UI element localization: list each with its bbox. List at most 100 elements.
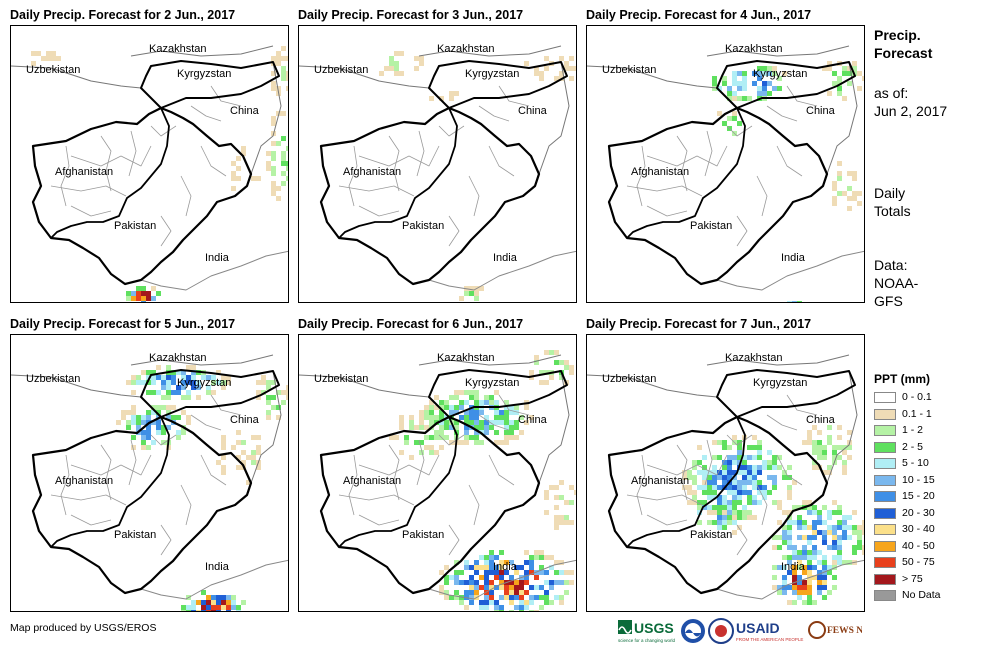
afghanistan-pakistan-border: [50, 416, 170, 548]
province-border: [478, 105, 510, 122]
data-label-3: GFS: [874, 293, 903, 309]
legend-swatch: [874, 441, 896, 453]
country-label-pakistan: Pakistan: [114, 220, 157, 232]
map-canvas: [11, 45, 288, 302]
province-border: [70, 454, 152, 476]
afghanistan-pakistan-border: [626, 107, 746, 239]
map-panel-5: Kazakhstan Uzbekistan Kyrgyzstan China Afgha…: [298, 334, 577, 612]
usgs-tagline: science for a changing world: [618, 638, 676, 643]
province-border: [160, 524, 172, 556]
side-title-line2: Forecast: [874, 45, 933, 61]
afghanistan-pakistan-outline: [31, 415, 253, 595]
kazakhstan-border: [130, 45, 274, 57]
country-label-india: India: [205, 252, 229, 264]
province-border: [160, 215, 172, 247]
precip-raster: [682, 425, 864, 605]
country-label-pakistan: Pakistan: [690, 529, 733, 541]
india-border: [716, 250, 864, 291]
country-label-afghanistan: Afghanistan: [55, 166, 114, 178]
province-border: [448, 215, 460, 247]
map-canvas: [11, 354, 288, 611]
agency-logos: USGS science for a changing world USAID …: [618, 618, 862, 644]
kazakhstan-border: [418, 354, 562, 366]
country-label-pakistan: Pakistan: [690, 220, 733, 232]
province-border: [338, 494, 415, 506]
afghanistan-pakistan-outline: [319, 106, 541, 286]
province-border: [776, 145, 803, 177]
china-border: [826, 370, 858, 484]
afghanistan-pakistan-border: [50, 107, 170, 239]
province-border: [438, 434, 465, 446]
legend-swatch: [874, 474, 896, 486]
province-border: [626, 185, 703, 197]
uzbekistan-border: [11, 65, 142, 89]
province-border: [150, 434, 177, 446]
usaid-tagline: FROM THE AMERICAN PEOPLE: [736, 637, 803, 642]
afghanistan-pakistan-outline: [319, 415, 541, 595]
legend-swatch: [874, 425, 896, 436]
afghanistan-pakistan-border: [338, 416, 458, 548]
province-border: [60, 454, 70, 516]
province-border: [726, 125, 753, 137]
legend-label: 50 - 75: [902, 556, 935, 568]
province-border: [488, 454, 515, 486]
dhs-logo-icon: [708, 618, 734, 644]
panel-title-3: Daily Precip. Forecast for 4 Jun., 2017: [586, 8, 812, 22]
province-border: [128, 439, 137, 486]
legend-swatch: [874, 408, 896, 420]
province-border: [756, 175, 768, 217]
country-label-china: China: [518, 105, 547, 117]
province-border: [150, 125, 177, 137]
legend-label: 30 - 40: [902, 523, 935, 535]
country-label-india: India: [493, 252, 517, 264]
country-label-kazakhstan: Kazakhstan: [437, 352, 495, 364]
province-border: [358, 514, 400, 526]
panel-title-2: Daily Precip. Forecast for 3 Jun., 2017: [298, 8, 524, 22]
country-label-china: China: [518, 414, 547, 426]
province-border: [50, 494, 127, 506]
kyrgyzstan-outline: [716, 60, 856, 109]
province-border: [448, 524, 460, 556]
uzbekistan-border: [587, 65, 718, 89]
country-label-afghanistan: Afghanistan: [631, 166, 690, 178]
india-border: [716, 559, 864, 600]
country-label-kazakhstan: Kazakhstan: [725, 43, 783, 55]
map-canvas: [587, 354, 864, 605]
daily-label-1: Daily: [874, 185, 906, 201]
country-label-china: China: [230, 105, 259, 117]
uzbekistan-border: [299, 65, 430, 89]
legend-swatch: [874, 557, 896, 568]
country-label-kyrgyzstan: Kyrgyzstan: [465, 68, 520, 80]
kyrgyzstan-outline: [428, 60, 568, 109]
map-canvas: [587, 45, 864, 302]
map-canvas: [299, 45, 576, 301]
india-border: [428, 250, 576, 291]
country-label-uzbekistan: Uzbekistan: [314, 373, 369, 385]
uzbekistan-border: [587, 374, 718, 398]
country-label-kyrgyzstan: Kyrgyzstan: [753, 68, 808, 80]
province-border: [736, 215, 748, 247]
country-label-kyrgyzstan: Kyrgyzstan: [465, 377, 520, 389]
legend-swatch: [874, 590, 896, 601]
country-label-china: China: [806, 414, 835, 426]
province-border: [646, 454, 728, 476]
panel-title-5: Daily Precip. Forecast for 6 Jun., 2017: [298, 317, 524, 331]
province-border: [190, 414, 222, 431]
panel-title-4: Daily Precip. Forecast for 5 Jun., 2017: [10, 317, 236, 331]
afghanistan-pakistan-outline: [607, 106, 829, 286]
precip-raster: [379, 51, 576, 301]
country-label-afghanistan: Afghanistan: [631, 475, 690, 487]
kyrgyzstan-outline: [428, 369, 568, 418]
province-border: [468, 175, 480, 217]
country-label-kyrgyzstan: Kyrgyzstan: [753, 377, 808, 389]
as-of-date: Jun 2, 2017: [874, 103, 948, 119]
province-border: [704, 439, 713, 486]
country-label-uzbekistan: Uzbekistan: [26, 373, 81, 385]
legend-label: 0.1 - 1: [902, 407, 932, 420]
country-label-kyrgyzstan: Kyrgyzstan: [177, 377, 232, 389]
legend-swatch: [874, 540, 896, 552]
kazakhstan-border: [706, 45, 850, 57]
legend-label: 1 - 2: [902, 424, 924, 436]
country-label-india: India: [205, 561, 229, 573]
province-border: [478, 414, 510, 431]
